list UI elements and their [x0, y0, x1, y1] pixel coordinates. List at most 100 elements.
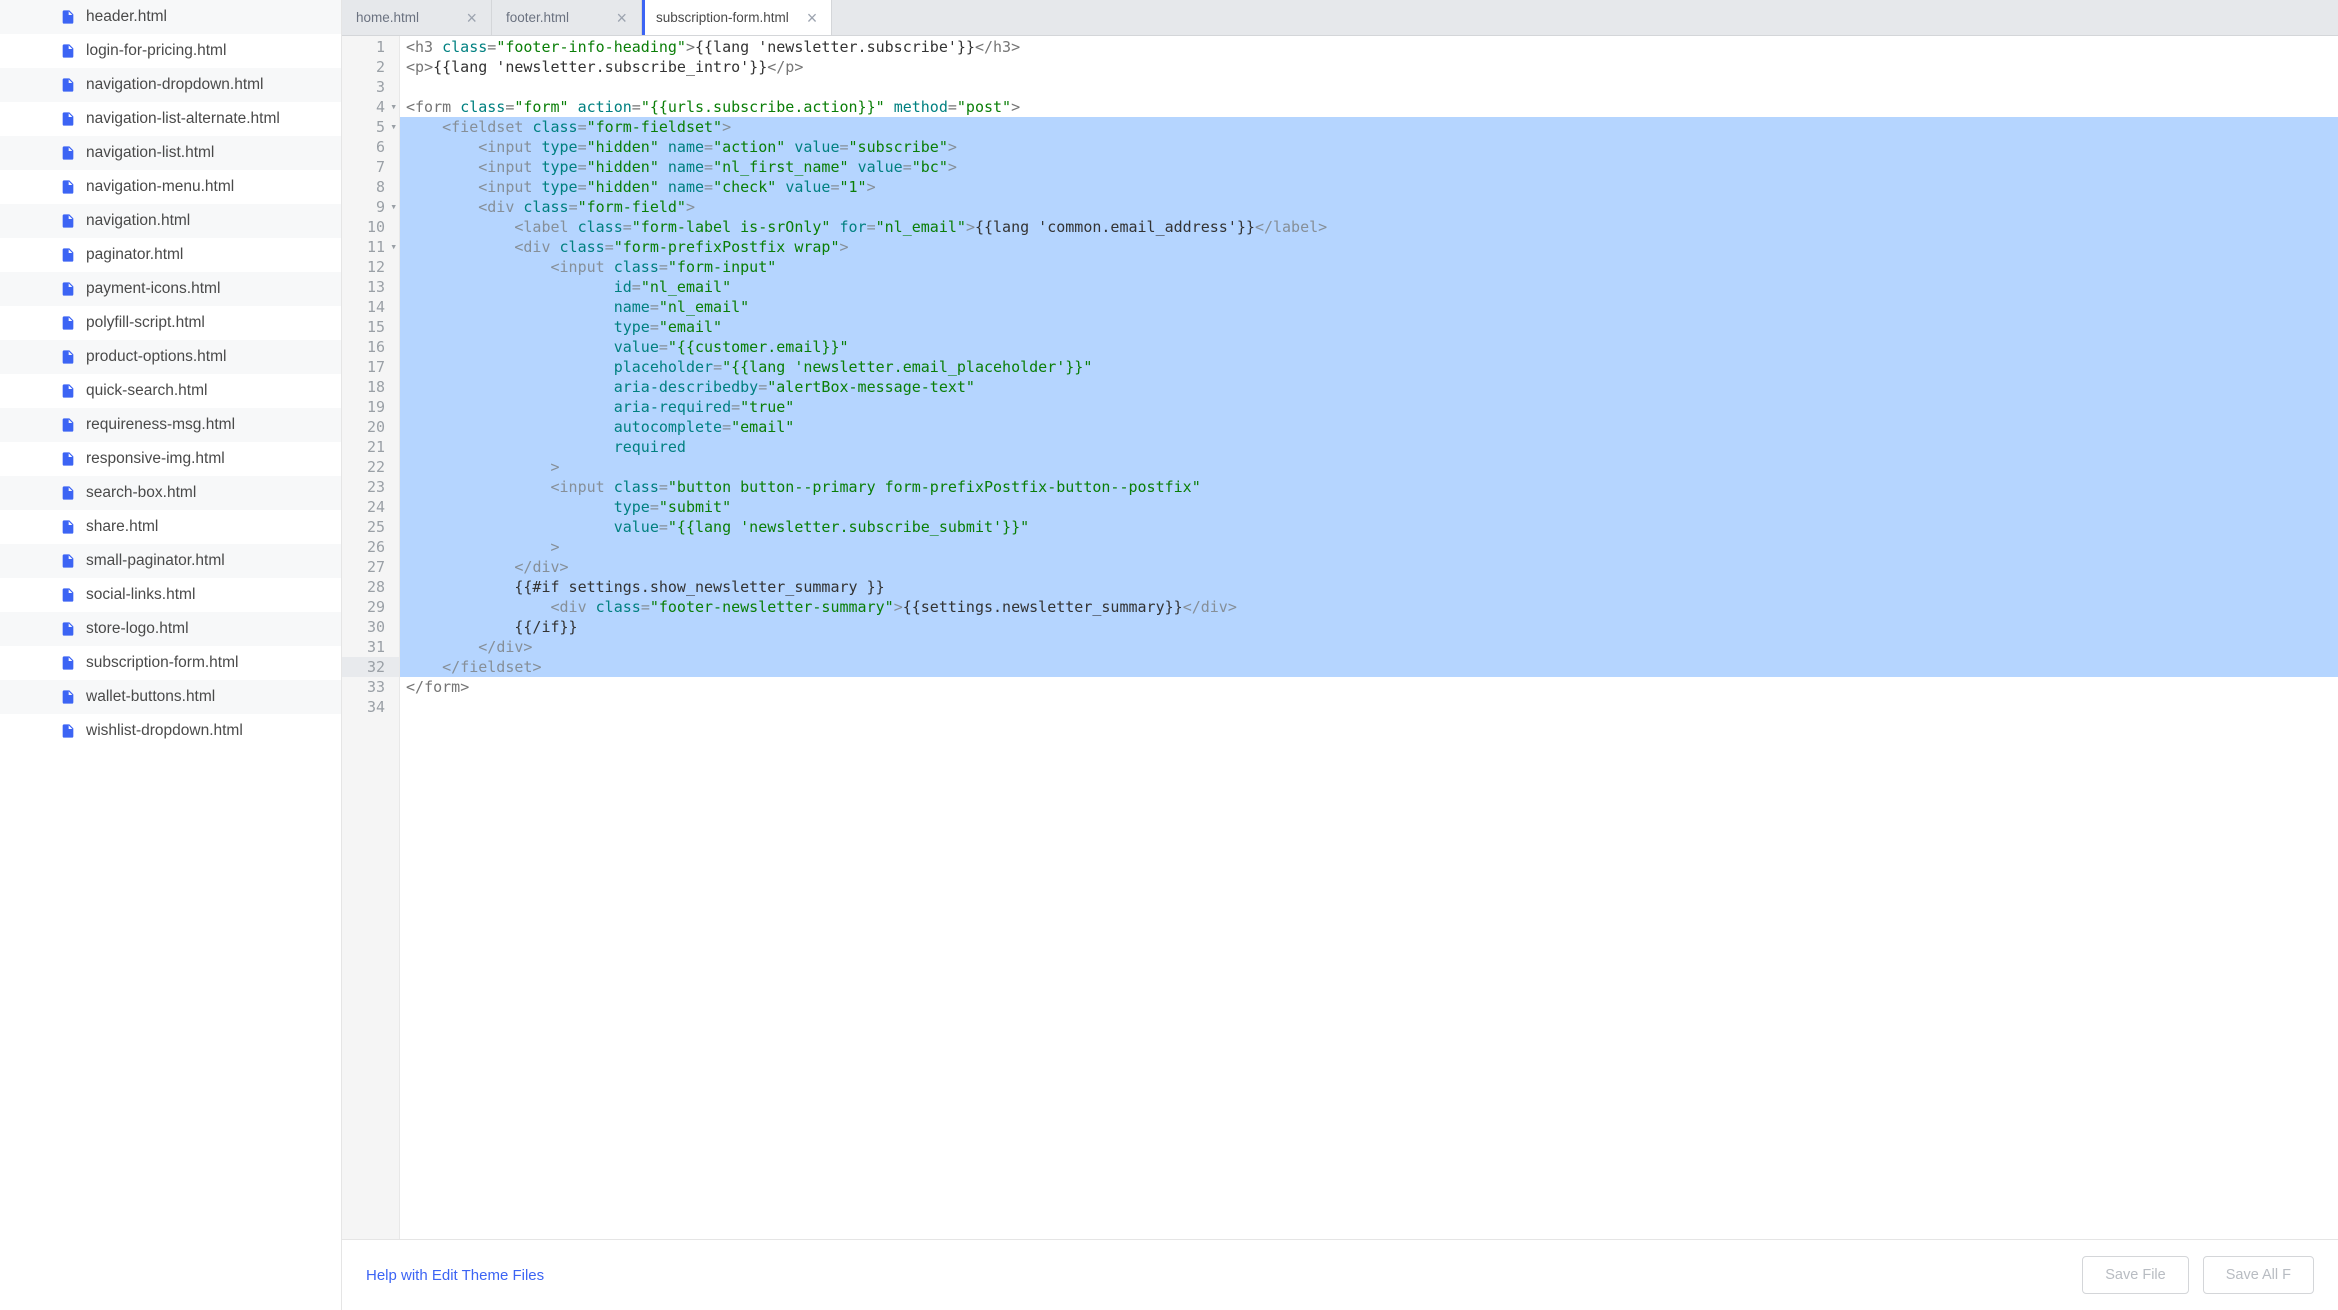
line-number[interactable]: 21: [342, 437, 399, 457]
line-number[interactable]: 32: [342, 657, 399, 677]
code-line[interactable]: {{#if settings.show_newsletter_summary }…: [400, 577, 2338, 597]
file-sidebar[interactable]: header.htmllogin-for-pricing.htmlnavigat…: [0, 0, 342, 1310]
sidebar-file-item[interactable]: share.html: [0, 510, 341, 544]
line-number[interactable]: 22: [342, 457, 399, 477]
code-line[interactable]: [400, 77, 2338, 97]
sidebar-file-item[interactable]: navigation.html: [0, 204, 341, 238]
code-line[interactable]: <input class="button button--primary for…: [400, 477, 2338, 497]
line-number[interactable]: 19: [342, 397, 399, 417]
code-line[interactable]: <label class="form-label is-srOnly" for=…: [400, 217, 2338, 237]
sidebar-file-item[interactable]: quick-search.html: [0, 374, 341, 408]
line-number[interactable]: 23: [342, 477, 399, 497]
sidebar-file-item[interactable]: subscription-form.html: [0, 646, 341, 680]
code-line[interactable]: </div>: [400, 557, 2338, 577]
code-line[interactable]: aria-describedby="alertBox-message-text": [400, 377, 2338, 397]
sidebar-file-item[interactable]: navigation-list-alternate.html: [0, 102, 341, 136]
code-line[interactable]: name="nl_email": [400, 297, 2338, 317]
code-line[interactable]: type="email": [400, 317, 2338, 337]
code-line[interactable]: required: [400, 437, 2338, 457]
code-line[interactable]: [400, 697, 2338, 717]
code-line[interactable]: <input class="form-input": [400, 257, 2338, 277]
fold-icon[interactable]: ▾: [390, 97, 397, 117]
save-all-button[interactable]: Save All F: [2203, 1256, 2314, 1294]
code-line[interactable]: <input type="hidden" name="nl_first_name…: [400, 157, 2338, 177]
code-line[interactable]: <p>{{lang 'newsletter.subscribe_intro'}}…: [400, 57, 2338, 77]
line-number[interactable]: 26: [342, 537, 399, 557]
code-line[interactable]: <h3 class="footer-info-heading">{{lang '…: [400, 37, 2338, 57]
line-number[interactable]: 33: [342, 677, 399, 697]
code-line[interactable]: <fieldset class="form-fieldset">: [400, 117, 2338, 137]
close-icon[interactable]: ×: [466, 9, 477, 27]
line-number[interactable]: 1: [342, 37, 399, 57]
line-number[interactable]: 18: [342, 377, 399, 397]
code-line[interactable]: <div class="footer-newsletter-summary">{…: [400, 597, 2338, 617]
help-link[interactable]: Help with Edit Theme Files: [366, 1267, 544, 1284]
line-number[interactable]: 8: [342, 177, 399, 197]
line-number[interactable]: 28: [342, 577, 399, 597]
sidebar-file-item[interactable]: small-paginator.html: [0, 544, 341, 578]
close-icon[interactable]: ×: [616, 9, 627, 27]
code-area[interactable]: <h3 class="footer-info-heading">{{lang '…: [400, 36, 2338, 1239]
line-number[interactable]: 4▾: [342, 97, 399, 117]
code-line[interactable]: </div>: [400, 637, 2338, 657]
line-number[interactable]: 25: [342, 517, 399, 537]
line-number[interactable]: 29: [342, 597, 399, 617]
line-number[interactable]: 10: [342, 217, 399, 237]
code-line[interactable]: >: [400, 537, 2338, 557]
line-number[interactable]: 17: [342, 357, 399, 377]
code-line[interactable]: <div class="form-field">: [400, 197, 2338, 217]
sidebar-file-item[interactable]: payment-icons.html: [0, 272, 341, 306]
sidebar-file-item[interactable]: wishlist-dropdown.html: [0, 714, 341, 748]
sidebar-file-item[interactable]: search-box.html: [0, 476, 341, 510]
code-line[interactable]: </fieldset>: [400, 657, 2338, 677]
code-line[interactable]: aria-required="true": [400, 397, 2338, 417]
code-line[interactable]: <form class="form" action="{{urls.subscr…: [400, 97, 2338, 117]
line-number[interactable]: 2: [342, 57, 399, 77]
code-editor[interactable]: 1234▾5▾6789▾1011▾12131415161718192021222…: [342, 36, 2338, 1239]
close-icon[interactable]: ×: [807, 9, 818, 27]
code-line[interactable]: <input type="hidden" name="check" value=…: [400, 177, 2338, 197]
save-file-button[interactable]: Save File: [2082, 1256, 2188, 1294]
code-line[interactable]: value="{{customer.email}}": [400, 337, 2338, 357]
code-line[interactable]: </form>: [400, 677, 2338, 697]
sidebar-file-item[interactable]: paginator.html: [0, 238, 341, 272]
line-number[interactable]: 9▾: [342, 197, 399, 217]
line-number[interactable]: 15: [342, 317, 399, 337]
sidebar-file-item[interactable]: social-links.html: [0, 578, 341, 612]
line-number[interactable]: 6: [342, 137, 399, 157]
sidebar-file-item[interactable]: navigation-menu.html: [0, 170, 341, 204]
sidebar-file-item[interactable]: product-options.html: [0, 340, 341, 374]
line-number[interactable]: 27: [342, 557, 399, 577]
code-line[interactable]: type="submit": [400, 497, 2338, 517]
fold-icon[interactable]: ▾: [390, 237, 397, 257]
line-number[interactable]: 3: [342, 77, 399, 97]
code-line[interactable]: >: [400, 457, 2338, 477]
sidebar-file-item[interactable]: requireness-msg.html: [0, 408, 341, 442]
sidebar-file-item[interactable]: polyfill-script.html: [0, 306, 341, 340]
editor-tab[interactable]: footer.html×: [492, 0, 642, 35]
sidebar-file-item[interactable]: header.html: [0, 0, 341, 34]
sidebar-file-item[interactable]: wallet-buttons.html: [0, 680, 341, 714]
code-line[interactable]: id="nl_email": [400, 277, 2338, 297]
line-number[interactable]: 11▾: [342, 237, 399, 257]
editor-tab[interactable]: home.html×: [342, 0, 492, 35]
line-number[interactable]: 7: [342, 157, 399, 177]
line-number[interactable]: 14: [342, 297, 399, 317]
line-number[interactable]: 20: [342, 417, 399, 437]
line-number[interactable]: 13: [342, 277, 399, 297]
code-line[interactable]: <input type="hidden" name="action" value…: [400, 137, 2338, 157]
sidebar-file-item[interactable]: responsive-img.html: [0, 442, 341, 476]
line-number[interactable]: 24: [342, 497, 399, 517]
sidebar-file-item[interactable]: navigation-dropdown.html: [0, 68, 341, 102]
fold-icon[interactable]: ▾: [390, 197, 397, 217]
line-number[interactable]: 16: [342, 337, 399, 357]
line-number[interactable]: 5▾: [342, 117, 399, 137]
sidebar-file-item[interactable]: navigation-list.html: [0, 136, 341, 170]
sidebar-file-item[interactable]: login-for-pricing.html: [0, 34, 341, 68]
line-number[interactable]: 12: [342, 257, 399, 277]
code-line[interactable]: placeholder="{{lang 'newsletter.email_pl…: [400, 357, 2338, 377]
fold-icon[interactable]: ▾: [390, 117, 397, 137]
line-number[interactable]: 30: [342, 617, 399, 637]
line-number[interactable]: 31: [342, 637, 399, 657]
code-line[interactable]: autocomplete="email": [400, 417, 2338, 437]
